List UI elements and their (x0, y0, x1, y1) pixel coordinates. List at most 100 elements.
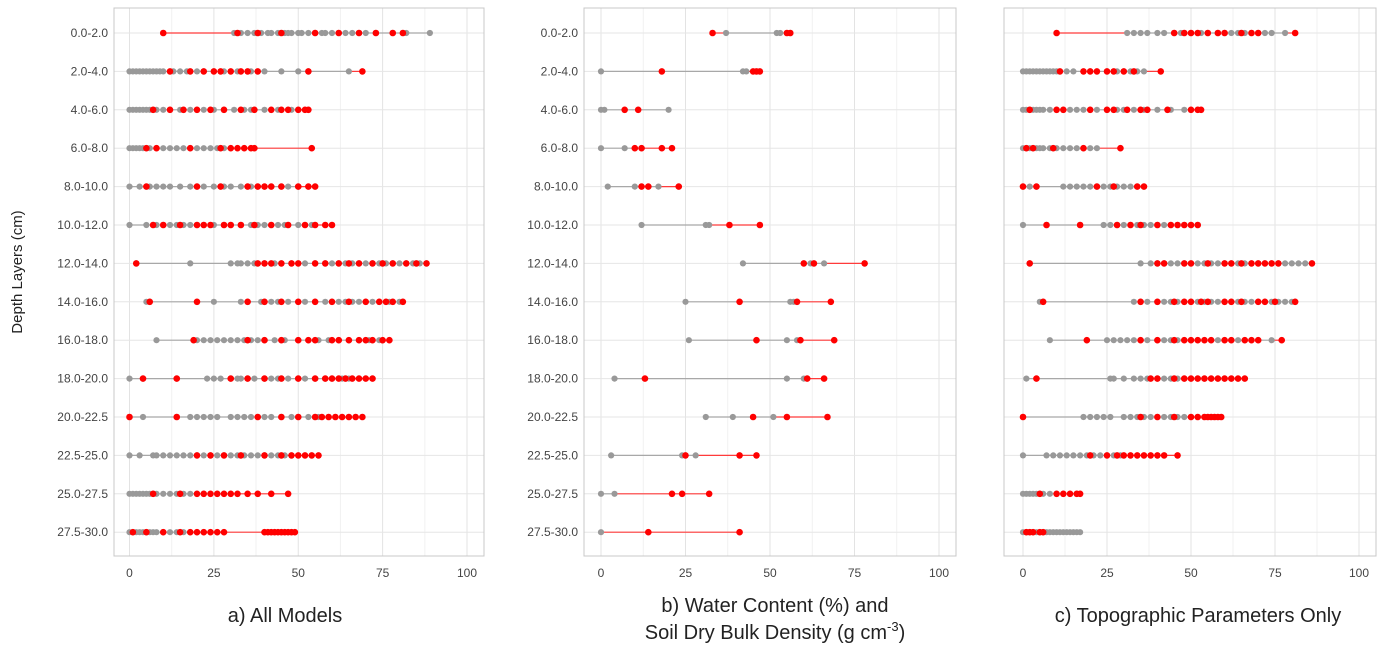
grey-point (1120, 183, 1127, 190)
red-point (634, 106, 642, 114)
panel-1: 0 25 50 75 100 0.0-2.0 2.0-4.0 4.0-6.0 6.0-8.0 8.… (9, 7, 485, 627)
red-point (173, 375, 181, 382)
red-point (332, 413, 339, 421)
grey-point (396, 260, 403, 267)
red-point (1137, 106, 1144, 114)
grey-point (247, 413, 255, 421)
red-point (1180, 260, 1188, 267)
grey-point (1107, 221, 1114, 229)
grey-point (207, 413, 214, 421)
grey-point (160, 183, 167, 190)
grey-point (1070, 452, 1077, 459)
red-point (1201, 375, 1208, 382)
grey-point (1120, 413, 1127, 421)
y-tick-label: 12.0-14.0 (57, 256, 108, 270)
red-point (251, 106, 258, 114)
red-point (159, 528, 167, 536)
y-tick-label: 14.0-16.0 (527, 295, 578, 309)
red-point (278, 298, 285, 306)
red-point (362, 375, 370, 382)
red-point (824, 413, 831, 421)
red-point (244, 298, 251, 306)
red-point (294, 183, 302, 190)
grey-point (1056, 452, 1064, 459)
red-point (207, 490, 214, 498)
red-point (1187, 375, 1195, 382)
grey-point (200, 337, 207, 344)
red-point (827, 298, 835, 306)
grey-point (166, 452, 174, 459)
red-point (1275, 260, 1282, 267)
x-tick-label: 25 (1100, 566, 1114, 580)
grey-point (608, 452, 615, 459)
x-tick-label: 25 (679, 566, 693, 580)
grey-point (349, 29, 356, 37)
grey-point (177, 68, 184, 75)
red-point (234, 29, 241, 37)
grey-point (328, 260, 336, 267)
x-tick-label: 100 (929, 566, 949, 580)
x-tick-label: 75 (1268, 566, 1282, 580)
red-point (1187, 336, 1195, 344)
red-point (166, 68, 174, 75)
red-point (244, 336, 251, 344)
grey-point (1268, 337, 1275, 344)
red-point (294, 452, 302, 459)
caption-line2-suffix: ) (899, 622, 906, 644)
grey-point (187, 183, 194, 190)
red-point (810, 260, 818, 267)
red-point (335, 336, 343, 344)
red-point (200, 221, 208, 229)
grey-point (1127, 413, 1134, 421)
red-point (305, 68, 312, 75)
grey-point (217, 375, 224, 382)
grey-point (153, 452, 160, 459)
grey-point (301, 260, 309, 267)
grey-point (251, 375, 258, 382)
grey-point (1268, 29, 1275, 37)
grey-point (1161, 337, 1168, 344)
grey-point (1063, 68, 1070, 75)
grey-point (369, 298, 376, 305)
red-point (301, 452, 309, 459)
grey-point (1080, 106, 1087, 113)
caption-letter: a) (228, 605, 250, 627)
red-point (1039, 528, 1047, 536)
grey-point (342, 29, 349, 37)
grey-point (305, 413, 312, 421)
red-point (200, 68, 208, 75)
red-point (1110, 183, 1118, 190)
panel-caption: c) Topographic Parameters Only (1055, 605, 1341, 627)
red-point (1039, 298, 1047, 306)
grey-point (362, 29, 369, 37)
red-point (423, 260, 430, 267)
grey-point (234, 337, 241, 344)
red-point (1103, 106, 1111, 114)
grey-point (261, 221, 268, 229)
red-point (153, 144, 160, 152)
red-point (348, 375, 356, 382)
grey-point (1026, 183, 1033, 190)
red-point (1261, 260, 1269, 267)
red-point (261, 452, 268, 459)
red-point (278, 336, 285, 344)
grey-point (261, 106, 268, 113)
red-point (1130, 68, 1138, 75)
red-point (190, 336, 197, 344)
red-point (328, 336, 336, 344)
grey-point (1130, 375, 1137, 382)
grey-point (1137, 375, 1144, 382)
red-point (261, 260, 268, 267)
red-point (1140, 452, 1148, 459)
red-point (193, 106, 201, 114)
red-point (362, 336, 370, 344)
grey-point (729, 413, 736, 421)
grey-point (193, 145, 201, 152)
red-point (749, 413, 757, 421)
grey-point (1295, 260, 1302, 267)
red-point (726, 221, 733, 229)
grey-point (1093, 413, 1101, 421)
red-point (645, 183, 652, 190)
red-point (1228, 298, 1235, 306)
